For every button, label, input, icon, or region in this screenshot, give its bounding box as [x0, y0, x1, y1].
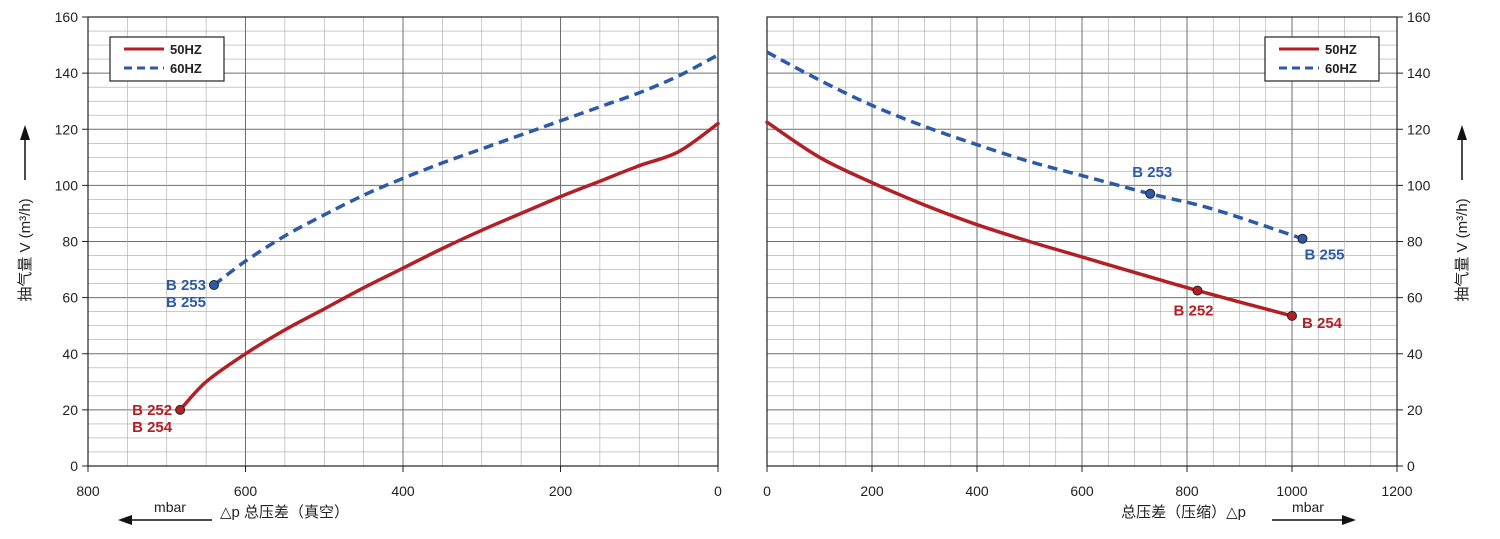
y-tick-label: 160: [1407, 9, 1431, 25]
y-axis-title: 抽气量 V (m³/h): [1454, 198, 1471, 301]
x-tick-label: 200: [860, 483, 884, 499]
series-line-50hz: [765, 120, 1294, 318]
series-line-50hz: [178, 121, 720, 412]
data-point-label: B 253: [166, 277, 206, 294]
y-tick-label: 140: [1407, 65, 1431, 81]
legend: 50HZ 60HZ: [109, 36, 225, 82]
data-point-marker: [1297, 233, 1308, 244]
x-tick-label: 200: [549, 483, 573, 499]
y-tick-label: 80: [1407, 234, 1423, 250]
legend-label: 50HZ: [1325, 42, 1357, 57]
x-axis-arrow-head: [118, 515, 132, 525]
y-tick-label: 20: [62, 402, 78, 418]
y-tick-label: 40: [1407, 346, 1423, 362]
y-tick-label: 140: [55, 65, 79, 81]
data-point-label: B 252: [132, 402, 172, 419]
y-tick-label: 0: [1407, 458, 1415, 474]
data-point-label: B 255: [1305, 247, 1345, 264]
grid: [87, 16, 719, 467]
x-tick-label: 0: [714, 483, 722, 499]
data-point-label: B 252: [1174, 303, 1214, 320]
series-line-60hz: [766, 50, 1304, 241]
data-point-marker: [1192, 285, 1203, 296]
series-line-60hz: [212, 53, 719, 287]
x-tick-label: 600: [1070, 483, 1094, 499]
y-tick-label: 0: [70, 458, 78, 474]
y-tick-label: 120: [55, 121, 79, 137]
x-tick-label: 800: [76, 483, 100, 499]
y-axis-arrow-head: [1457, 125, 1467, 140]
pressure-chart: 0 20 40 60 80 100 120 140 160 0 200 400 600 800 1000 12…: [763, 9, 1471, 525]
x-unit-label: mbar: [1292, 499, 1324, 515]
data-point-marker: [1145, 188, 1156, 199]
y-tick-label: 80: [62, 234, 78, 250]
data-point-label: B 254: [1302, 315, 1343, 332]
y-tick-label: 100: [1407, 177, 1431, 193]
data-point-marker: [209, 279, 219, 290]
x-axis-title: △p 总压差（真空）: [220, 503, 349, 521]
x-tick-label: 0: [763, 483, 771, 499]
legend: 50HZ 60HZ: [1264, 36, 1380, 82]
legend-box: [109, 36, 225, 82]
y-tick-label: 20: [1407, 402, 1423, 418]
x-tick-label: 400: [391, 483, 415, 499]
x-tick-label: 800: [1175, 483, 1199, 499]
data-point-label: B 253: [1132, 164, 1172, 181]
legend-label: 60HZ: [1325, 61, 1357, 76]
data-point-marker: [175, 404, 186, 415]
x-tick-label: 1000: [1276, 483, 1307, 499]
y-tick-label: 60: [1407, 290, 1423, 306]
data-point-marker: [1287, 310, 1297, 321]
x-tick-label: 600: [234, 483, 258, 499]
y-tick-label: 40: [62, 346, 78, 362]
y-axis-arrow-head: [20, 125, 30, 140]
legend-label: 60HZ: [170, 61, 202, 76]
y-tick-label: 160: [55, 9, 79, 25]
x-tick-label: 1200: [1381, 483, 1412, 499]
x-tick-label: 400: [965, 483, 989, 499]
y-tick-label: 120: [1407, 121, 1431, 137]
y-tick-label: 60: [62, 290, 78, 306]
legend-box: [1264, 36, 1380, 82]
x-unit-label: mbar: [154, 499, 186, 515]
y-tick-label: 100: [55, 177, 79, 193]
x-axis-arrow-head: [1342, 515, 1356, 525]
x-axis-title: 总压差（压缩）△p: [1121, 504, 1246, 521]
y-axis-title: 抽气量 V (m³/h): [17, 198, 34, 301]
data-point-label: B 254: [132, 419, 173, 436]
data-point-label: B 255: [166, 294, 206, 311]
legend-label: 50HZ: [170, 42, 202, 57]
